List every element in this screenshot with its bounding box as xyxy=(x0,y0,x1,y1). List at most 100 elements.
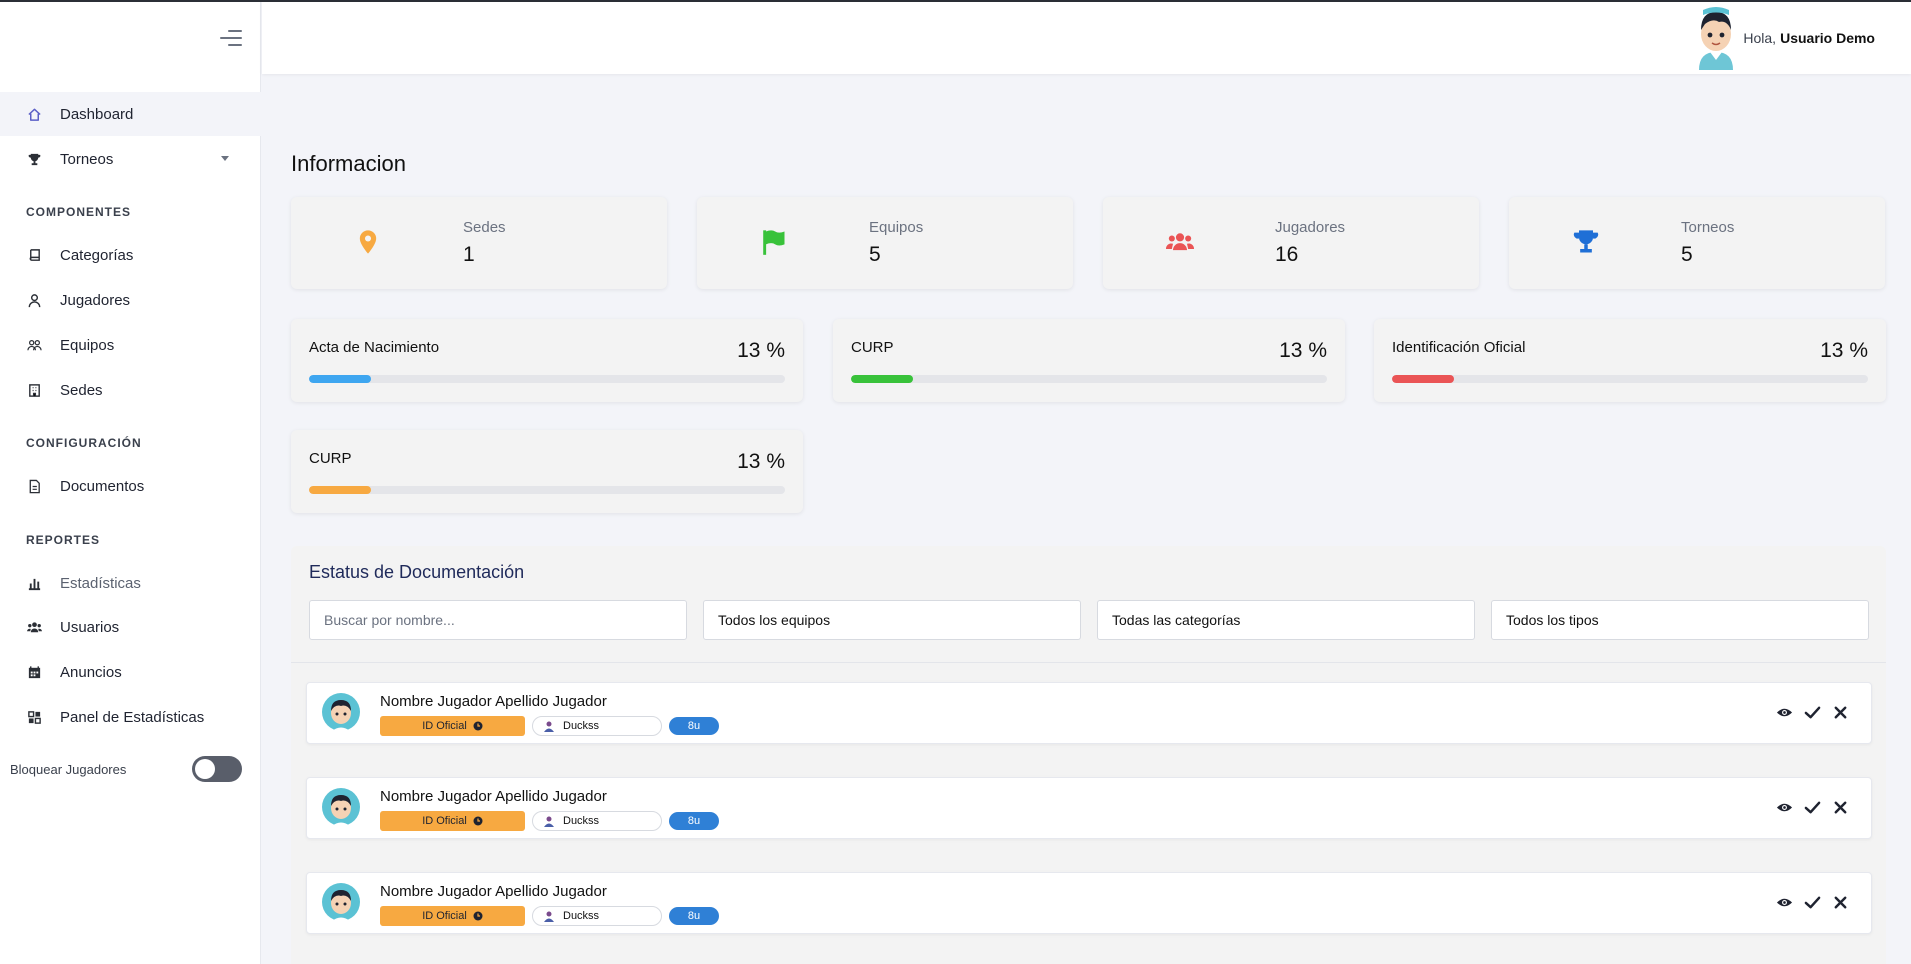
team-name: Duckss xyxy=(563,720,600,732)
badge-label: ID Oficial xyxy=(422,910,467,922)
sidebar-item-equipos[interactable]: Equipos xyxy=(0,323,261,367)
player-name: Nombre Jugador Apellido Jugador xyxy=(380,693,607,710)
progress-label: CURP xyxy=(309,450,352,467)
progress-card-acta: Acta de Nacimiento 13 % xyxy=(291,319,803,402)
block-players-toggle[interactable] xyxy=(192,756,242,782)
sidebar-item-label: Torneos xyxy=(60,150,114,168)
category-filter-select[interactable]: Todas las categorías xyxy=(1097,600,1475,640)
sidebar-item-label: Documentos xyxy=(60,477,145,495)
section-configuracion: CONFIGURACIÓN xyxy=(26,436,142,450)
sidebar-item-label: Jugadores xyxy=(60,291,131,309)
progress-track xyxy=(309,375,785,383)
sidebar-item-panel-estadisticas[interactable]: Panel de Estadísticas xyxy=(0,695,261,739)
progress-fill xyxy=(851,375,913,383)
category-badge: 8u xyxy=(669,907,719,925)
topbar: Hola, Usuario Demo xyxy=(262,2,1911,74)
select-value: Todos los equipos xyxy=(718,612,831,628)
users-icon xyxy=(1165,227,1195,257)
view-eye-icon[interactable] xyxy=(1775,703,1793,721)
sidebar-item-label: Sedes xyxy=(60,381,103,399)
progress-label: Identificación Oficial xyxy=(1392,339,1526,356)
progress-card-curp: CURP 13 % xyxy=(833,319,1345,402)
grid-icon xyxy=(26,709,42,725)
flag-icon xyxy=(759,227,789,257)
team-name: Duckss xyxy=(563,815,600,827)
view-eye-icon[interactable] xyxy=(1775,893,1793,911)
team-name: Duckss xyxy=(563,910,600,922)
sidebar-item-label: Usuarios xyxy=(60,618,120,636)
sidebar-item-sedes[interactable]: Sedes xyxy=(0,368,261,412)
select-value: Todos los tipos xyxy=(1506,612,1599,628)
stat-value: 16 xyxy=(1275,243,1299,266)
sidebar-item-label: Categorías xyxy=(60,246,134,264)
stat-label: Sedes xyxy=(463,219,506,236)
progress-fill xyxy=(309,486,371,494)
sidebar-item-label: Anuncios xyxy=(60,663,122,681)
team-logo-icon xyxy=(544,721,554,732)
badge-label: ID Oficial xyxy=(422,815,467,827)
avatar xyxy=(322,883,360,921)
category-badge: 8u xyxy=(669,717,719,735)
calendar-icon xyxy=(26,664,42,680)
team-badge: Duckss xyxy=(532,906,662,926)
sidebar-item-categorias[interactable]: Categorías xyxy=(0,233,261,277)
row-actions xyxy=(1765,893,1849,911)
trophy-icon xyxy=(26,151,42,167)
sidebar-item-anuncios[interactable]: Anuncios xyxy=(0,650,261,694)
stat-value: 5 xyxy=(869,243,881,266)
reject-close-icon[interactable] xyxy=(1831,703,1849,721)
document-icon xyxy=(26,478,42,494)
progress-value: 13 % xyxy=(1820,339,1868,362)
user-name: Usuario Demo xyxy=(1780,30,1875,46)
users-group-icon xyxy=(26,619,42,635)
sidebar-item-jugadores[interactable]: Jugadores xyxy=(0,278,261,322)
sidebar-item-documentos[interactable]: Documentos xyxy=(0,464,261,508)
user-menu[interactable]: Hola, Usuario Demo xyxy=(1695,6,1875,70)
progress-track xyxy=(851,375,1327,383)
avatar xyxy=(322,788,360,826)
view-eye-icon[interactable] xyxy=(1775,798,1793,816)
select-value: Todas las categorías xyxy=(1112,612,1241,628)
clock-icon xyxy=(473,721,483,731)
users-icon xyxy=(26,337,42,353)
book-icon xyxy=(26,247,42,263)
sidebar-item-torneos[interactable]: Torneos xyxy=(0,137,261,181)
team-badge: Duckss xyxy=(532,811,662,831)
reject-close-icon[interactable] xyxy=(1831,798,1849,816)
progress-value: 13 % xyxy=(737,450,785,473)
progress-label: CURP xyxy=(851,339,894,356)
stat-card-jugadores: Jugadores 16 xyxy=(1103,197,1479,289)
type-filter-select[interactable]: Todos los tipos xyxy=(1491,600,1869,640)
status-badge: ID Oficial xyxy=(380,906,525,926)
player-name: Nombre Jugador Apellido Jugador xyxy=(380,883,607,900)
reject-close-icon[interactable] xyxy=(1831,893,1849,911)
approve-check-icon[interactable] xyxy=(1803,798,1821,816)
block-players-label: Bloquear Jugadores xyxy=(10,761,127,777)
progress-fill xyxy=(309,375,371,383)
home-icon xyxy=(26,106,42,122)
progress-fill xyxy=(1392,375,1454,383)
table-row: Nombre Jugador Apellido Jugador ID Ofici… xyxy=(306,682,1872,744)
status-badge: ID Oficial xyxy=(380,716,525,736)
approve-check-icon[interactable] xyxy=(1803,703,1821,721)
section-componentes: COMPONENTES xyxy=(26,205,132,219)
progress-track xyxy=(309,486,785,494)
badge-label: ID Oficial xyxy=(422,720,467,732)
team-filter-select[interactable]: Todos los equipos xyxy=(703,600,1081,640)
stat-label: Jugadores xyxy=(1275,219,1346,236)
progress-value: 13 % xyxy=(1279,339,1327,362)
sidebar-item-estadisticas[interactable]: Estadísticas xyxy=(0,561,261,605)
player-name: Nombre Jugador Apellido Jugador xyxy=(380,788,607,805)
search-input[interactable] xyxy=(309,600,687,640)
menu-toggle-icon[interactable] xyxy=(220,30,244,48)
sidebar-item-dashboard[interactable]: Dashboard xyxy=(0,92,261,136)
team-logo-icon xyxy=(544,816,554,827)
stat-value: 1 xyxy=(463,243,475,266)
block-players-row: Bloquear Jugadores xyxy=(10,754,242,784)
map-pin-icon xyxy=(353,227,383,257)
approve-check-icon[interactable] xyxy=(1803,893,1821,911)
sidebar-item-usuarios[interactable]: Usuarios xyxy=(0,605,261,649)
documentation-status-panel: Estatus de Documentación Todos los equip… xyxy=(291,546,1886,964)
divider xyxy=(291,662,1886,663)
row-actions xyxy=(1765,798,1849,816)
